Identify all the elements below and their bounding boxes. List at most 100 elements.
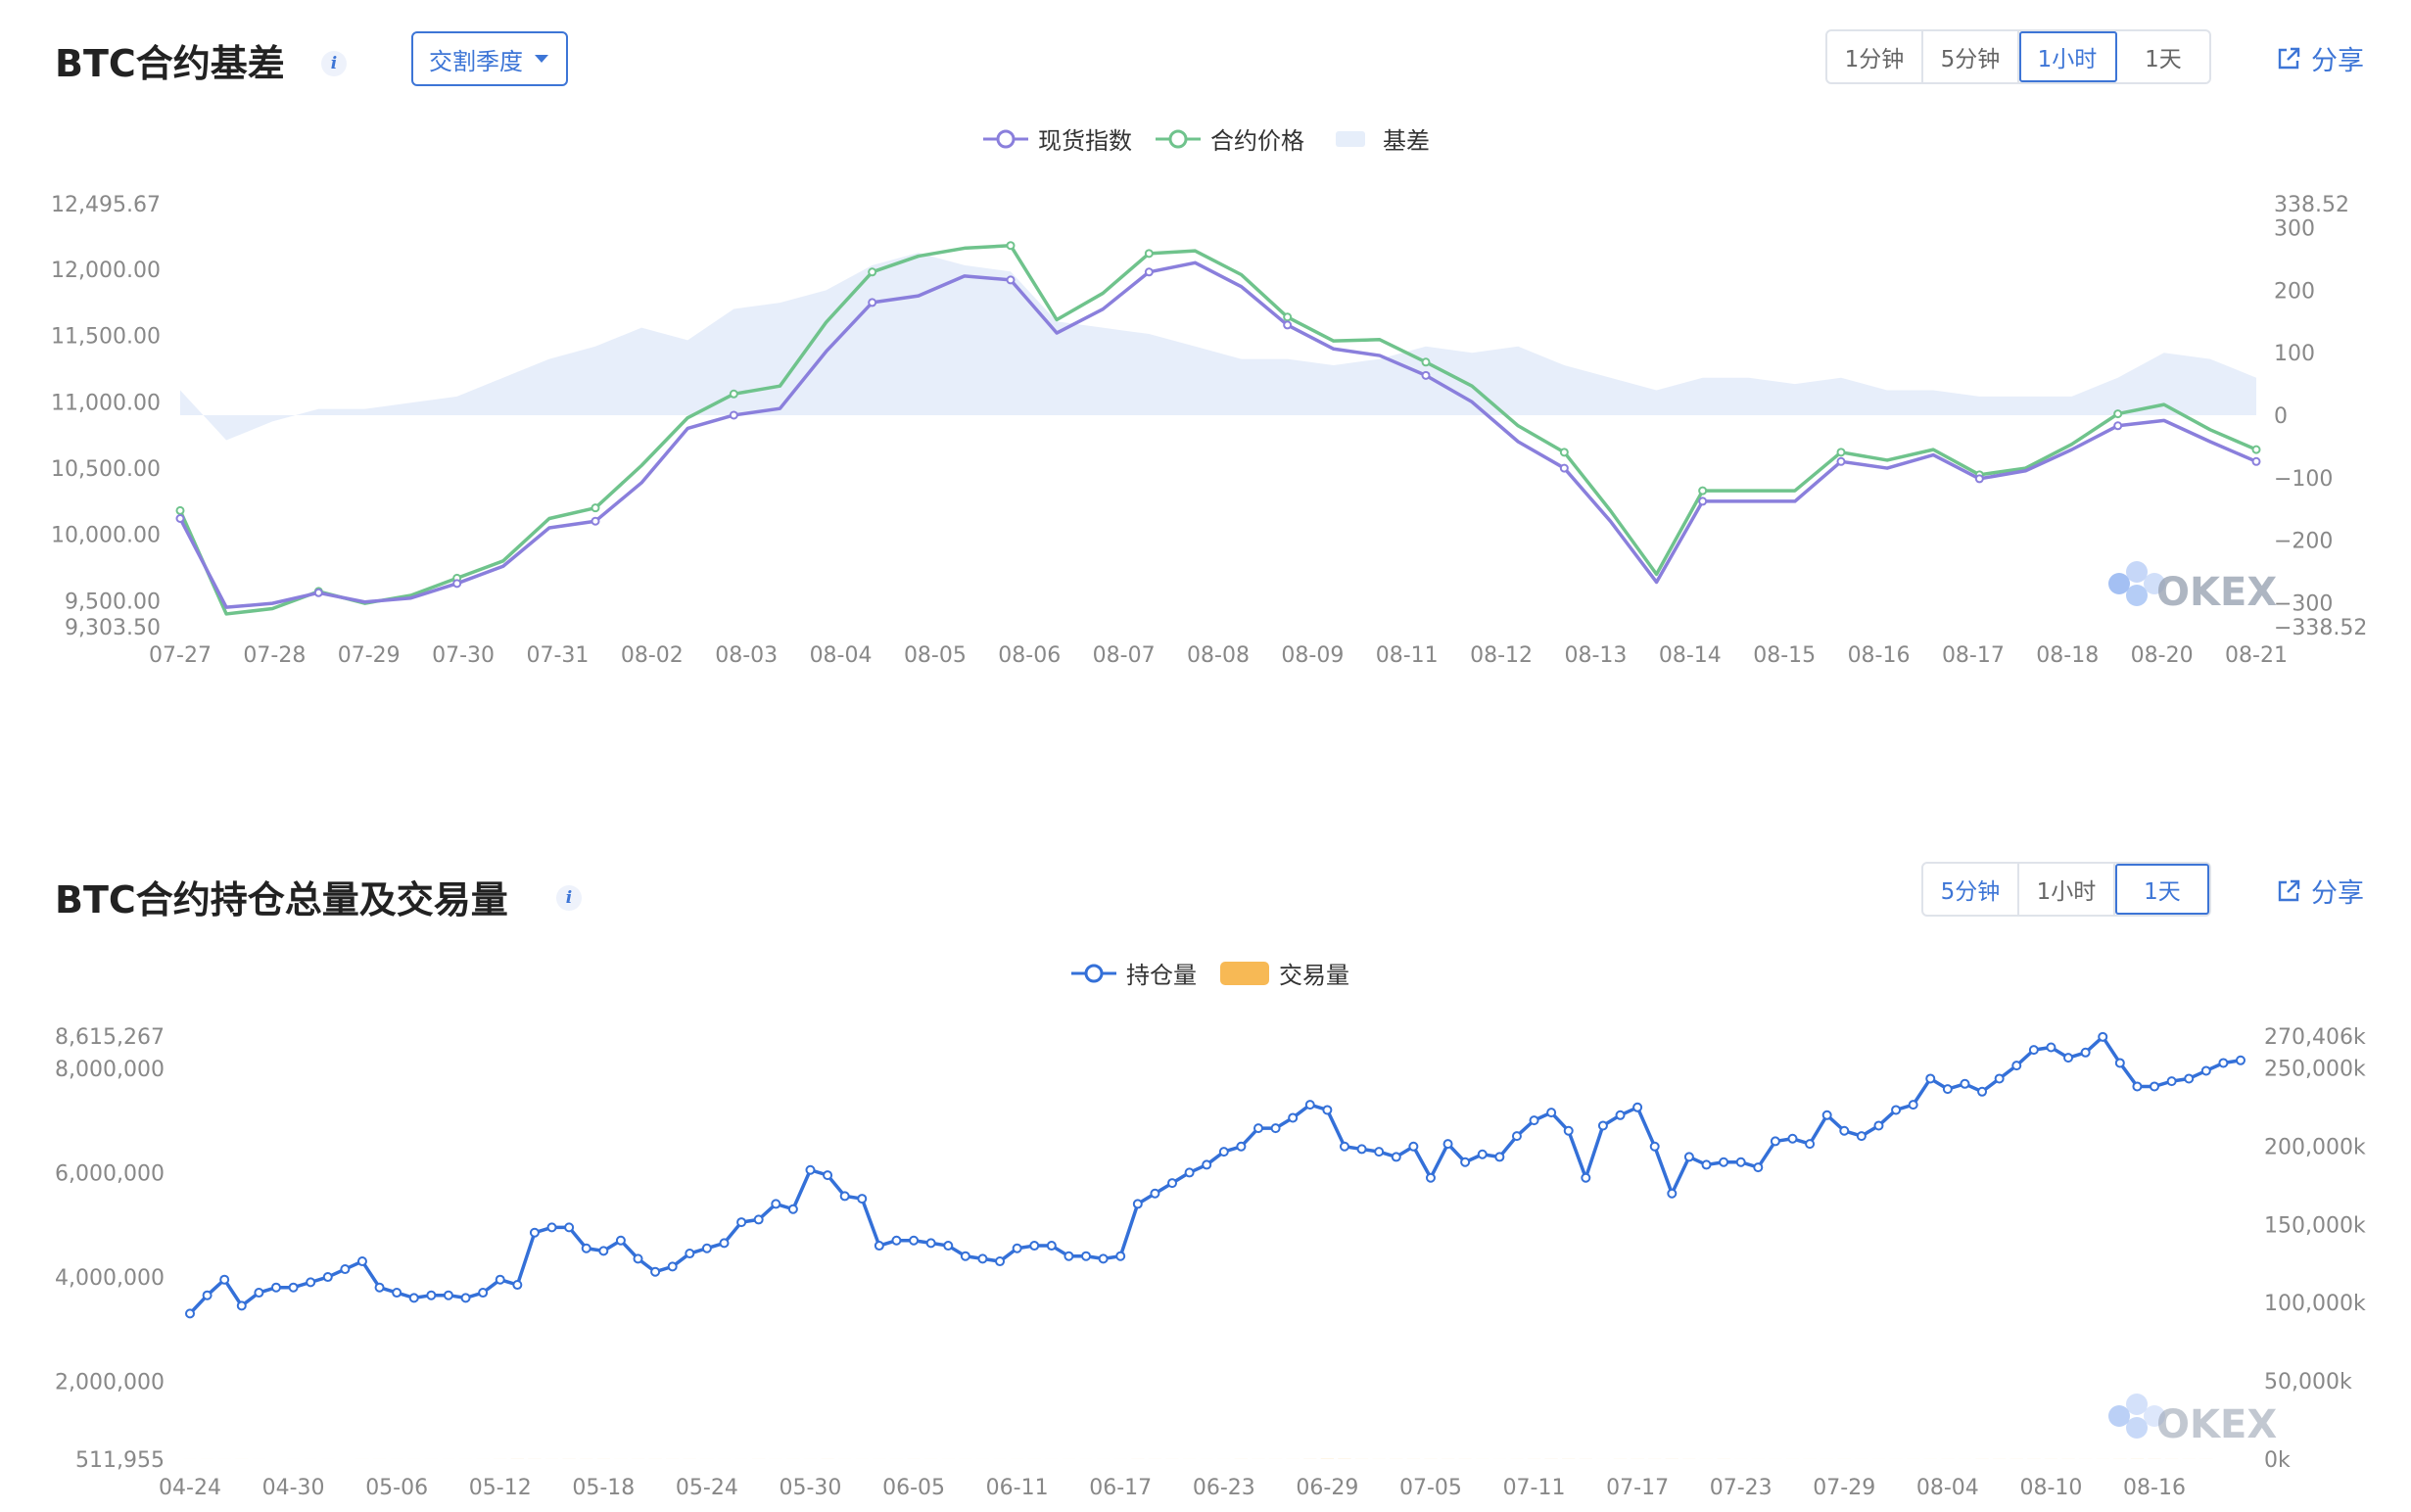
open-interest-point <box>1046 1241 1057 1252</box>
spot-index-point <box>868 298 877 307</box>
y-left-tick: 12,000.00 <box>51 259 161 283</box>
open-interest-point <box>1098 1253 1109 1264</box>
legend-oi-marker <box>1071 964 1116 982</box>
open-interest-point <box>460 1293 471 1303</box>
legend-spot-index[interactable]: 现货指数 <box>983 121 1132 156</box>
open-interest-point <box>1442 1139 1453 1150</box>
open-interest-point <box>2166 1076 2177 1087</box>
legend-basis[interactable]: 基差 <box>1328 121 1430 156</box>
interval-5min-button[interactable]: 5分钟 <box>1923 31 2019 82</box>
oi-interval-5min-button[interactable]: 5分钟 <box>1923 864 2019 915</box>
open-interest-point <box>771 1199 781 1209</box>
contract-price-point <box>729 389 738 399</box>
open-interest-point <box>1253 1123 1263 1134</box>
interval-1d-button[interactable]: 1天 <box>2145 47 2182 72</box>
interval-1min-button[interactable]: 1分钟 <box>1827 31 1923 82</box>
open-interest-point <box>650 1266 661 1277</box>
x-tick: 06-23 <box>1193 1476 1255 1500</box>
spot-index-point <box>1974 474 1984 484</box>
open-interest-point <box>2080 1047 2091 1058</box>
open-interest-point <box>2184 1073 2195 1084</box>
y-left-tick: 10,000.00 <box>51 524 161 548</box>
oi-interval-selector: 5分钟 1小时 1天 <box>1921 862 2211 917</box>
open-interest-point <box>823 1170 833 1181</box>
open-interest-point <box>512 1280 523 1291</box>
y-right-tick: −100 <box>2274 467 2333 492</box>
open-interest-point <box>925 1238 936 1249</box>
x-tick: 08-21 <box>2225 643 2288 668</box>
open-interest-point <box>1288 1112 1299 1123</box>
y-right-tick: 0k <box>2264 1448 2291 1473</box>
open-interest-point <box>1374 1147 1385 1158</box>
open-interest-point <box>1236 1141 1247 1152</box>
open-interest-point <box>340 1264 351 1275</box>
basis-share-button[interactable]: 分享 <box>2276 39 2364 77</box>
oi-share-label: 分享 <box>2311 878 2364 909</box>
x-tick: 08-14 <box>1659 643 1722 668</box>
oi-chart: 8,615,267 8,000,000 6,000,000 4,000,000 2,00… <box>55 1025 2366 1500</box>
open-interest-point <box>1719 1157 1729 1167</box>
x-tick: 07-17 <box>1606 1476 1669 1500</box>
open-interest-point <box>546 1222 557 1233</box>
share-icon <box>2278 47 2300 69</box>
open-interest-point <box>1322 1105 1333 1115</box>
x-tick: 08-10 <box>2019 1476 2082 1500</box>
x-tick: 07-31 <box>526 643 589 668</box>
oi-info-icon[interactable]: i <box>556 885 582 911</box>
okex-logo-icon <box>2144 1405 2165 1427</box>
x-tick: 08-18 <box>2036 643 2099 668</box>
contract-price-point <box>1006 241 1016 251</box>
y-left-tick: 2,000,000 <box>55 1371 165 1395</box>
x-tick: 07-28 <box>243 643 306 668</box>
x-tick: 07-29 <box>338 643 401 668</box>
open-interest-point <box>1563 1125 1574 1136</box>
y-left-tick: 11,500.00 <box>51 325 161 350</box>
legend-volume[interactable]: 交易量 <box>1220 956 1349 990</box>
oi-panel: BTC合约持仓总量及交易量 i 5分钟 1小时 1天 分享 持仓量 交易量 8,… <box>0 725 2411 1512</box>
open-interest-point <box>1908 1100 1918 1110</box>
x-tick: 04-30 <box>262 1476 325 1500</box>
contract-type-dropdown[interactable]: 交割季度 <box>411 31 568 86</box>
open-interest-point <box>2098 1031 2108 1042</box>
oi-share-button[interactable]: 分享 <box>2276 872 2364 910</box>
spot-index-point <box>313 588 323 597</box>
interval-1h-button[interactable]: 1小时 <box>2019 31 2117 82</box>
x-tick: 05-06 <box>365 1476 428 1500</box>
open-interest-point <box>322 1272 333 1283</box>
open-interest-point <box>598 1246 609 1256</box>
open-interest-point <box>219 1274 230 1285</box>
okex-logo-icon <box>2108 573 2130 594</box>
x-tick: 05-12 <box>469 1476 532 1500</box>
open-interest-point <box>1356 1144 1367 1155</box>
spot-index-point <box>1283 320 1293 330</box>
open-interest-point <box>719 1238 730 1249</box>
open-interest-point <box>1753 1162 1764 1173</box>
oi-interval-1h-button[interactable]: 1小时 <box>2019 864 2115 915</box>
legend-open-interest[interactable]: 持仓量 <box>1071 956 1197 990</box>
contract-price-point <box>1836 448 1846 457</box>
y-right-tick: −338.52 <box>2274 616 2367 640</box>
open-interest-point <box>1856 1131 1867 1142</box>
open-interest-point <box>306 1277 316 1288</box>
open-interest-point <box>1391 1152 1401 1162</box>
open-interest-point <box>2114 1058 2125 1068</box>
open-interest-point <box>1960 1078 1970 1089</box>
x-tick: 08-20 <box>2131 643 2194 668</box>
open-interest-point <box>891 1235 902 1246</box>
y-left-tick: 10,500.00 <box>51 457 161 482</box>
legend-contract-price[interactable]: 合约价格 <box>1156 121 1304 156</box>
oi-title: BTC合约持仓总量及交易量 <box>55 878 508 921</box>
open-interest-point <box>1977 1086 1988 1097</box>
x-tick: 08-07 <box>1093 643 1156 668</box>
spot-index-point <box>591 516 600 526</box>
oi-interval-1d-button[interactable]: 1天 <box>2115 864 2209 915</box>
y-right-tick: 300 <box>2274 217 2315 242</box>
legend-spot-marker <box>983 129 1028 148</box>
open-interest-point <box>1184 1167 1195 1178</box>
open-interest-point <box>564 1222 575 1233</box>
open-interest-point <box>685 1249 695 1259</box>
spot-index-point <box>1559 463 1569 473</box>
okex-watermark: OKEX <box>2156 570 2277 615</box>
x-tick: 08-13 <box>1564 643 1627 668</box>
basis-info-icon[interactable]: i <box>321 51 347 76</box>
